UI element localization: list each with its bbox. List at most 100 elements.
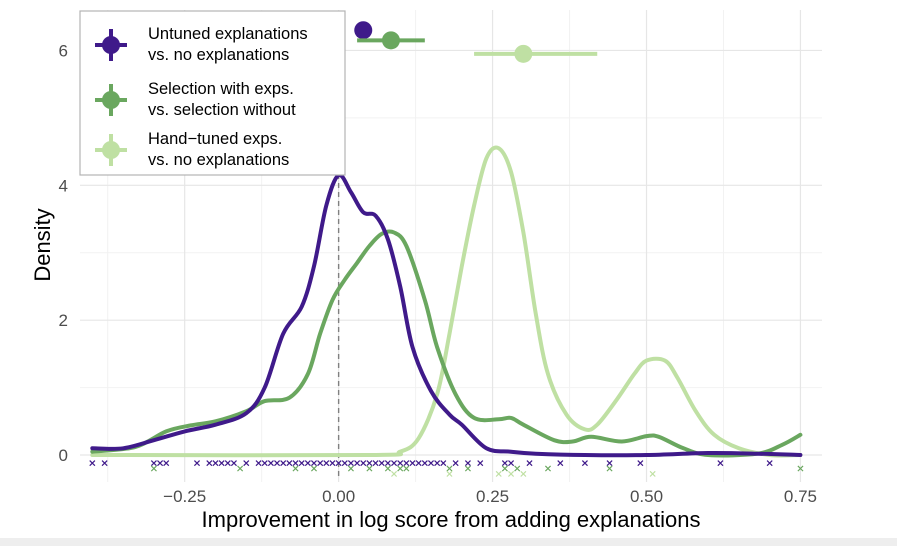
- density-curve-series-2: [90, 229, 803, 458]
- rug-mark-series-1: [292, 460, 299, 467]
- rug-mark-series-1: [163, 460, 170, 467]
- bottom-divider: [0, 538, 897, 546]
- rug-mark-series-2: [310, 465, 318, 472]
- rug-mark-series-1: [101, 460, 108, 467]
- rug-mark-series-1: [317, 460, 324, 467]
- rug-mark-series-2: [347, 465, 354, 472]
- rug-mark-series-1: [310, 460, 318, 467]
- point-estimate-series-2: [381, 31, 400, 50]
- rug-mark-series-1: [157, 460, 164, 467]
- rug-mark-series-1: [717, 460, 724, 467]
- x-tick-label: −0.25: [163, 487, 206, 506]
- legend-label: Untuned explanations: [148, 25, 308, 43]
- rug-mark-series-1: [637, 460, 644, 467]
- rug-mark-series-1: [347, 460, 354, 467]
- rug-mark-series-1: [391, 460, 398, 467]
- rug-mark-series-1: [372, 460, 379, 467]
- rug-mark-series-2: [514, 465, 521, 472]
- rug-mark-series-1: [323, 460, 330, 467]
- rug-mark-series-1: [206, 460, 213, 467]
- x-axis-title: Improvement in log score from adding exp…: [202, 507, 701, 532]
- rug-mark-series-1: [366, 460, 373, 467]
- rug-mark-series-2: [464, 465, 471, 472]
- rug-mark-series-2: [366, 465, 373, 472]
- legend-key-dot: [102, 91, 120, 109]
- rug-mark-series-1: [421, 460, 428, 467]
- rug-mark-series-1: [606, 460, 613, 467]
- rug-mark-series-2: [384, 465, 391, 472]
- rug-mark-series-1: [427, 460, 435, 467]
- rug-mark-series-1: [267, 460, 274, 467]
- rug-mark-series-1: [581, 460, 588, 467]
- rug-mark-series-2: [397, 465, 404, 472]
- rug-mark-series-1: [218, 460, 225, 467]
- density-curve-series-1: [90, 173, 803, 458]
- rug-mark-series-1: [378, 460, 385, 467]
- legend-label: vs. selection without: [148, 101, 296, 119]
- rug-mark-series-1: [557, 460, 564, 467]
- rug-mark-series-1: [384, 460, 391, 467]
- rug-mark-series-1: [415, 460, 422, 467]
- point-estimate-series-1: [354, 21, 373, 40]
- rug-mark-series-2: [403, 465, 410, 472]
- rug-mark-series-1: [329, 460, 336, 467]
- rug-mark-series-1: [501, 460, 508, 467]
- rug-mark-series-1: [298, 460, 305, 467]
- rug-mark-series-1: [477, 460, 484, 467]
- x-tick-label: 0.25: [476, 487, 509, 506]
- legend-label: vs. no explanations: [148, 46, 289, 64]
- rug-mark-series-2: [292, 465, 299, 472]
- y-tick-label: 2: [59, 311, 68, 330]
- rug-mark-series-2: [446, 465, 453, 472]
- rug-mark-series-1: [286, 460, 293, 467]
- rug-mark-series-1: [397, 460, 404, 467]
- rug-mark-series-1: [212, 460, 219, 467]
- rug-mark-series-3: [520, 470, 527, 477]
- rug-mark-series-1: [452, 460, 459, 467]
- rug-mark-series-2: [501, 465, 508, 472]
- rug-mark-series-1: [526, 460, 533, 467]
- legend-label: vs. no explanations: [148, 151, 289, 169]
- y-axis-title: Density: [30, 208, 55, 281]
- rug-mark-series-1: [280, 460, 287, 467]
- density-curve-series-3: [90, 145, 803, 458]
- rug-mark-series-3: [391, 470, 398, 477]
- rug-mark-series-2: [797, 465, 804, 472]
- rug-mark-series-1: [304, 460, 311, 467]
- rug-mark-series-1: [440, 460, 447, 467]
- y-tick-label: 0: [59, 446, 68, 465]
- x-tick-label: 0.50: [630, 487, 663, 506]
- rug-mark-series-1: [243, 460, 250, 467]
- point-estimate-layer: [354, 21, 598, 63]
- rug-mark-series-1: [261, 460, 268, 467]
- rug-mark-series-3: [508, 470, 515, 477]
- x-tick-label: 0.00: [322, 487, 355, 506]
- rug-mark-series-1: [354, 460, 361, 467]
- legend-label: Hand−tuned exps.: [148, 130, 282, 148]
- y-tick-label: 4: [59, 176, 68, 195]
- rug-mark-series-1: [403, 460, 410, 467]
- rug-mark-series-1: [255, 460, 262, 467]
- legend-key-dot: [102, 141, 120, 159]
- rug-mark-series-1: [766, 460, 773, 467]
- x-tick-label: 0.75: [784, 487, 817, 506]
- rug-mark-series-1: [341, 460, 348, 467]
- rug-mark-series-1: [409, 460, 416, 467]
- legend-key-dot: [102, 36, 120, 54]
- tick-label-layer: −0.25 0.00 0.25 0.50 0.75 0 2 4 6: [59, 41, 817, 506]
- rug-mark-series-1: [508, 460, 515, 467]
- rug-mark-series-1: [464, 460, 471, 467]
- rug-layer: [89, 460, 804, 477]
- rug-mark-series-3: [446, 470, 453, 477]
- rug-mark-series-3: [649, 470, 656, 477]
- y-tick-label: 6: [59, 41, 68, 60]
- rug-mark-series-1: [360, 460, 367, 467]
- rug-mark-series-1: [224, 460, 231, 467]
- rug-mark-series-1: [335, 460, 342, 467]
- rug-mark-series-3: [495, 470, 502, 477]
- legend-label: Selection with exps.: [148, 80, 294, 98]
- rug-mark-series-2: [544, 465, 552, 472]
- rug-mark-series-2: [237, 465, 244, 472]
- legend-box: [79, 10, 346, 176]
